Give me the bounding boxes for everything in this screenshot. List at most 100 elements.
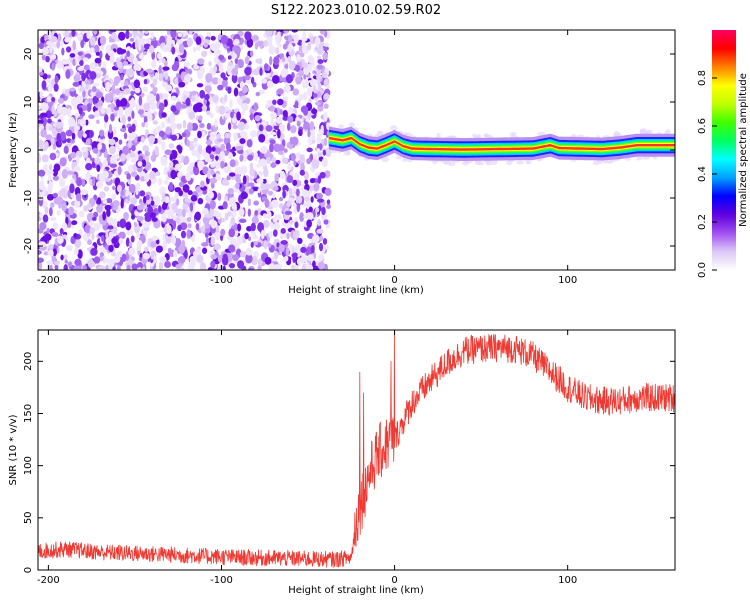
heatmap-halo-cell	[436, 133, 441, 137]
heatmap-noise-cell	[237, 121, 246, 131]
heatmap-noise-cell	[139, 190, 146, 197]
heatmap-noise-cell	[231, 117, 237, 124]
heatmap-noise-cell	[108, 123, 113, 134]
heatmap-noise-cell	[52, 175, 60, 181]
heatmap-noise-cell	[83, 205, 89, 212]
heatmap-noise-cell	[249, 130, 258, 138]
heatmap-noise-cell	[154, 72, 159, 81]
heatmap-noise-cell	[260, 229, 265, 240]
heatmap-noise-cell	[84, 80, 92, 85]
heatmap-noise-cell	[56, 40, 61, 49]
heatmap-noise-cell	[92, 30, 98, 35]
heatmap-noise-cell	[210, 35, 216, 41]
heatmap-noise-cell	[128, 241, 133, 248]
heatmap-noise-cell	[265, 124, 273, 132]
heatmap-noise-cell	[272, 74, 280, 84]
heatmap-noise-cell	[210, 219, 217, 229]
heatmap-noise-cell	[296, 54, 301, 63]
heatmap-halo-cell	[525, 160, 532, 165]
heatmap-noise-cell	[91, 233, 95, 240]
heatmap-noise-cell	[102, 198, 107, 205]
heatmap-noise-cell	[178, 81, 186, 88]
heatmap-noise-cell	[99, 129, 105, 137]
heatmap-noise-cell	[300, 162, 305, 173]
heatmap-noise-cell	[68, 116, 76, 127]
heatmap-noise-cell	[69, 183, 75, 194]
heatmap-noise-cell	[288, 187, 293, 197]
heatmap-noise-cell	[45, 55, 50, 63]
heatmap-noise-cell	[275, 159, 281, 165]
heatmap-noise-cell	[263, 167, 269, 178]
heatmap-noise-cell	[195, 223, 200, 231]
heatmap-noise-cell	[105, 264, 109, 270]
heatmap-noise-cell	[277, 144, 285, 152]
heatmap-noise-cell	[197, 160, 205, 169]
heatmap-noise-cell	[178, 181, 185, 187]
heatmap-noise-cell	[316, 228, 324, 234]
heatmap-noise-cell	[319, 171, 326, 179]
heatmap-noise-cell	[297, 237, 303, 244]
heatmap-noise-cell	[224, 112, 230, 119]
snr-ylabel: SNR (10 * v/v)	[8, 414, 19, 485]
heatmap-noise-cell	[76, 33, 82, 40]
heatmap-noise-cell	[129, 152, 136, 158]
heatmap-noise-cell	[80, 39, 85, 49]
heatmap-noise-cell	[326, 204, 332, 209]
heatmap-noise-cell	[130, 171, 138, 177]
heatmap-noise-cell	[155, 239, 160, 245]
heatmap-noise-cell	[158, 102, 165, 112]
heatmap-noise-cell	[204, 93, 210, 101]
heatmap-noise-cell	[38, 42, 45, 50]
heatmap-noise-cell	[212, 94, 219, 103]
heatmap-noise-cell	[184, 192, 188, 203]
heatmap-noise-cell	[49, 35, 58, 43]
heatmap-noise-cell	[288, 243, 294, 252]
heatmap-noise-cell	[89, 62, 96, 70]
heatmap-noise-cell	[315, 43, 320, 48]
heatmap-noise-cell	[83, 57, 89, 62]
heatmap-noise-cell	[118, 112, 124, 118]
heatmap-noise-cell	[130, 97, 136, 107]
heatmap-noise-cell	[121, 253, 127, 262]
heatmap-noise-cell	[296, 152, 300, 159]
heatmap-noise-cell	[279, 170, 286, 180]
heatmap-xtick-label: -200	[37, 275, 60, 286]
heatmap-noise-cell	[133, 221, 138, 227]
heatmap-noise-cell	[164, 260, 171, 268]
heatmap-noise-cell	[241, 265, 247, 270]
heatmap-noise-cell	[263, 39, 269, 48]
heatmap-noise-cell	[305, 262, 311, 270]
heatmap-noise-cell	[106, 208, 111, 217]
heatmap-noise-cell	[323, 93, 330, 100]
heatmap-noise-cell	[46, 193, 54, 201]
snr-series-line	[38, 330, 675, 568]
heatmap-noise-cell	[189, 202, 194, 212]
heatmap-noise-cell	[197, 58, 205, 65]
snr-ytick-label: 0	[23, 567, 34, 573]
heatmap-noise-cell	[62, 189, 68, 199]
heatmap-noise-cell	[280, 67, 289, 78]
heatmap-noise-cell	[260, 146, 268, 154]
heatmap-noise-cell	[280, 240, 288, 245]
heatmap-noise-cell	[118, 31, 126, 41]
heatmap-noise-cell	[133, 79, 141, 89]
heatmap-noise-cell	[166, 30, 171, 36]
heatmap-halo-cell	[343, 150, 350, 156]
heatmap-noise-cell	[94, 157, 101, 164]
heatmap-ylabel: Frequency (Hz)	[8, 112, 19, 188]
heatmap-noise-cell	[136, 261, 144, 270]
heatmap-noise-cell	[266, 99, 274, 105]
heatmap-noise-cell	[175, 101, 182, 111]
heatmap-noise-cell	[93, 256, 101, 264]
heatmap-halo-cell	[647, 129, 653, 135]
heatmap-noise-cell	[140, 136, 145, 143]
heatmap-noise-cell	[322, 238, 328, 245]
heatmap-noise-cell	[77, 128, 84, 139]
heatmap-noise-cell	[155, 245, 163, 253]
heatmap-noise-cell	[144, 161, 152, 171]
heatmap-noise-cell	[111, 185, 116, 191]
heatmap-noise-cell	[74, 199, 81, 209]
heatmap-noise-cell	[227, 55, 232, 60]
heatmap-noise-cell	[48, 181, 54, 190]
heatmap-halo-cell	[402, 158, 408, 162]
